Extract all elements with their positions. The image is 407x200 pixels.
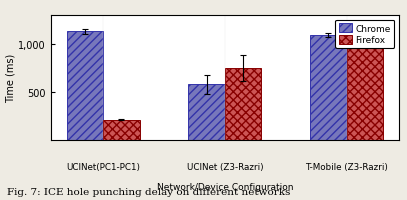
Bar <box>346 38 383 140</box>
Bar <box>310 36 346 140</box>
Bar <box>225 68 261 140</box>
Legend: Chrome, Firefox: Chrome, Firefox <box>335 20 394 49</box>
Bar <box>67 32 103 140</box>
Bar <box>188 85 225 140</box>
Text: T-Mobile (Z3-Razri): T-Mobile (Z3-Razri) <box>305 162 388 171</box>
Text: Network/Device Configuration: Network/Device Configuration <box>157 182 293 191</box>
Text: UCINet (Z3-Razri): UCINet (Z3-Razri) <box>186 162 263 171</box>
Y-axis label: Time (ms): Time (ms) <box>6 53 15 103</box>
Bar <box>103 120 140 140</box>
Text: UCINet(PC1-PC1): UCINet(PC1-PC1) <box>66 162 140 171</box>
Text: Fig. 7: ICE hole punching delay on different networks: Fig. 7: ICE hole punching delay on diffe… <box>7 187 291 196</box>
